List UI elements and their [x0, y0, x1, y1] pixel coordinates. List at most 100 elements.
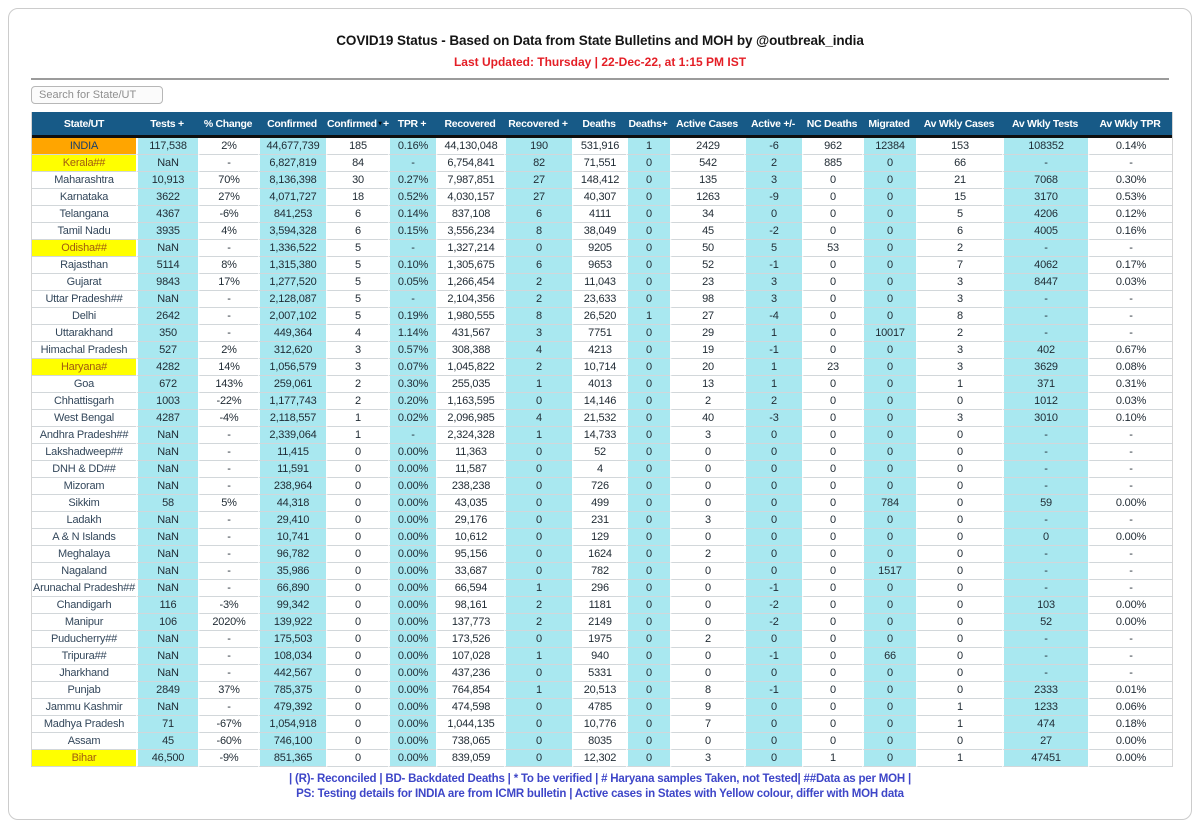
- data-cell: 45: [670, 223, 744, 240]
- table-row: Punjab 2849 37% 785,375 0 0.00% 764,854 1 20,513…: [32, 682, 1172, 699]
- data-cell: 0: [802, 257, 862, 274]
- data-cell: NaN: [136, 699, 198, 716]
- data-cell: 499: [572, 495, 626, 512]
- data-cell: 0.14%: [388, 206, 436, 223]
- data-cell: 1233: [1002, 699, 1088, 716]
- data-cell: -: [198, 427, 258, 444]
- column-header-recovered[interactable]: Recovered: [436, 112, 504, 138]
- data-cell: 82: [504, 155, 572, 172]
- data-cell: 0: [862, 546, 916, 563]
- column-header-active[interactable]: Active +/-: [744, 112, 802, 138]
- data-cell: 4206: [1002, 206, 1088, 223]
- data-cell: 7: [670, 716, 744, 733]
- data-cell: 851,365: [258, 750, 326, 767]
- data-cell: 0: [862, 461, 916, 478]
- data-cell: 0: [626, 682, 670, 699]
- data-cell: 116: [136, 597, 198, 614]
- data-cell: NaN: [136, 563, 198, 580]
- data-cell: NaN: [136, 546, 198, 563]
- data-cell: 0: [626, 563, 670, 580]
- data-cell: 238,238: [436, 478, 504, 495]
- data-cell: 8: [670, 682, 744, 699]
- data-cell: -: [1088, 563, 1172, 580]
- data-cell: -: [1002, 308, 1088, 325]
- data-cell: 8,136,398: [258, 172, 326, 189]
- data-cell: 782: [572, 563, 626, 580]
- search-input[interactable]: [31, 86, 163, 104]
- data-cell: 0: [802, 478, 862, 495]
- data-cell: 0: [326, 546, 388, 563]
- data-cell: 0: [626, 393, 670, 410]
- data-cell: 0: [916, 495, 1002, 512]
- data-cell: 0: [862, 257, 916, 274]
- table-row: Assam 45 -60% 746,100 0 0.00% 738,065 0 8035 0 0 0 0…: [32, 733, 1172, 750]
- data-cell: -: [1088, 648, 1172, 665]
- column-header-deaths[interactable]: Deaths: [572, 112, 626, 138]
- column-header-av-wkly-tests[interactable]: Av Wkly Tests: [1002, 112, 1088, 138]
- column-header-deaths[interactable]: Deaths+: [626, 112, 670, 138]
- column-header-av-wkly-cases[interactable]: Av Wkly Cases: [916, 112, 1002, 138]
- state-cell: Himachal Pradesh: [32, 342, 136, 359]
- data-cell: 0.00%: [1088, 614, 1172, 631]
- data-cell: 6: [504, 257, 572, 274]
- state-cell: Lakshadweep##: [32, 444, 136, 461]
- data-cell: 190: [504, 138, 572, 155]
- state-cell: Manipur: [32, 614, 136, 631]
- data-cell: 1: [916, 750, 1002, 767]
- table-row: Manipur 106 2020% 139,922 0 0.00% 137,773 2 2149…: [32, 614, 1172, 631]
- search-bar: [31, 85, 1191, 104]
- column-header-change[interactable]: % Change: [198, 112, 258, 138]
- data-cell: 58: [136, 495, 198, 512]
- data-cell: 0.00%: [1088, 529, 1172, 546]
- data-cell: -: [1002, 512, 1088, 529]
- column-header-state-ut[interactable]: State/UT: [32, 112, 136, 138]
- column-header-nc-deaths[interactable]: NC Deaths: [802, 112, 862, 138]
- table-row: Delhi 2642-2,007,102 5 0.19% 1,980,555 8 26,52…: [32, 308, 1172, 325]
- table-row: Nagaland NaN -35,986 0 0.00% 33,687 0 782 0 0 0 0 15…: [32, 563, 1172, 580]
- data-cell: 3: [916, 291, 1002, 308]
- data-cell: 26,520: [572, 308, 626, 325]
- column-header-active-cases[interactable]: Active Cases: [670, 112, 744, 138]
- data-cell: 0: [504, 529, 572, 546]
- data-cell: -: [1088, 155, 1172, 172]
- data-cell: 0: [802, 648, 862, 665]
- data-cell: 0: [862, 427, 916, 444]
- data-cell: 0.16%: [388, 138, 436, 155]
- data-cell: 0.01%: [1088, 682, 1172, 699]
- column-header-recovered[interactable]: Recovered +: [504, 112, 572, 138]
- data-cell: 0.03%: [1088, 274, 1172, 291]
- column-header-confirmed[interactable]: Confirmed: [258, 112, 326, 138]
- data-cell: 0: [326, 750, 388, 767]
- data-cell: 0: [504, 393, 572, 410]
- data-cell: 50: [670, 240, 744, 257]
- column-header-confirmed[interactable]: Confirmed▼+: [326, 112, 389, 138]
- data-cell: 0.00%: [388, 597, 436, 614]
- data-cell: 0: [802, 342, 862, 359]
- column-header-tpr[interactable]: TPR +: [388, 112, 436, 138]
- data-cell: 0: [862, 359, 916, 376]
- data-cell: 0.00%: [388, 631, 436, 648]
- data-cell: 255,035: [436, 376, 504, 393]
- data-cell: 0: [802, 308, 862, 325]
- column-header-tests[interactable]: Tests +: [136, 112, 198, 138]
- data-cell: 1,315,380: [258, 257, 326, 274]
- data-cell: 0.10%: [1088, 410, 1172, 427]
- data-cell: 98,161: [436, 597, 504, 614]
- data-cell: 2: [744, 393, 802, 410]
- data-cell: 0: [802, 427, 862, 444]
- data-cell: 0.00%: [388, 478, 436, 495]
- data-cell: 2: [504, 597, 572, 614]
- state-cell: Bihar: [32, 750, 136, 767]
- state-cell: Odisha##: [32, 240, 136, 257]
- data-cell: 0.57%: [388, 342, 436, 359]
- data-cell: 0.08%: [1088, 359, 1172, 376]
- data-cell: 0.00%: [1088, 597, 1172, 614]
- column-header-av-wkly-tpr[interactable]: Av Wkly TPR: [1088, 112, 1172, 138]
- column-header-migrated[interactable]: Migrated: [862, 112, 916, 138]
- data-cell: 0: [326, 512, 388, 529]
- data-cell: 1: [916, 716, 1002, 733]
- data-cell: -: [198, 308, 258, 325]
- data-cell: 0: [862, 665, 916, 682]
- data-cell: 1517: [862, 563, 916, 580]
- last-updated-text: Last Updated: Thursday | 22-Dec-22, at 1…: [453, 55, 747, 69]
